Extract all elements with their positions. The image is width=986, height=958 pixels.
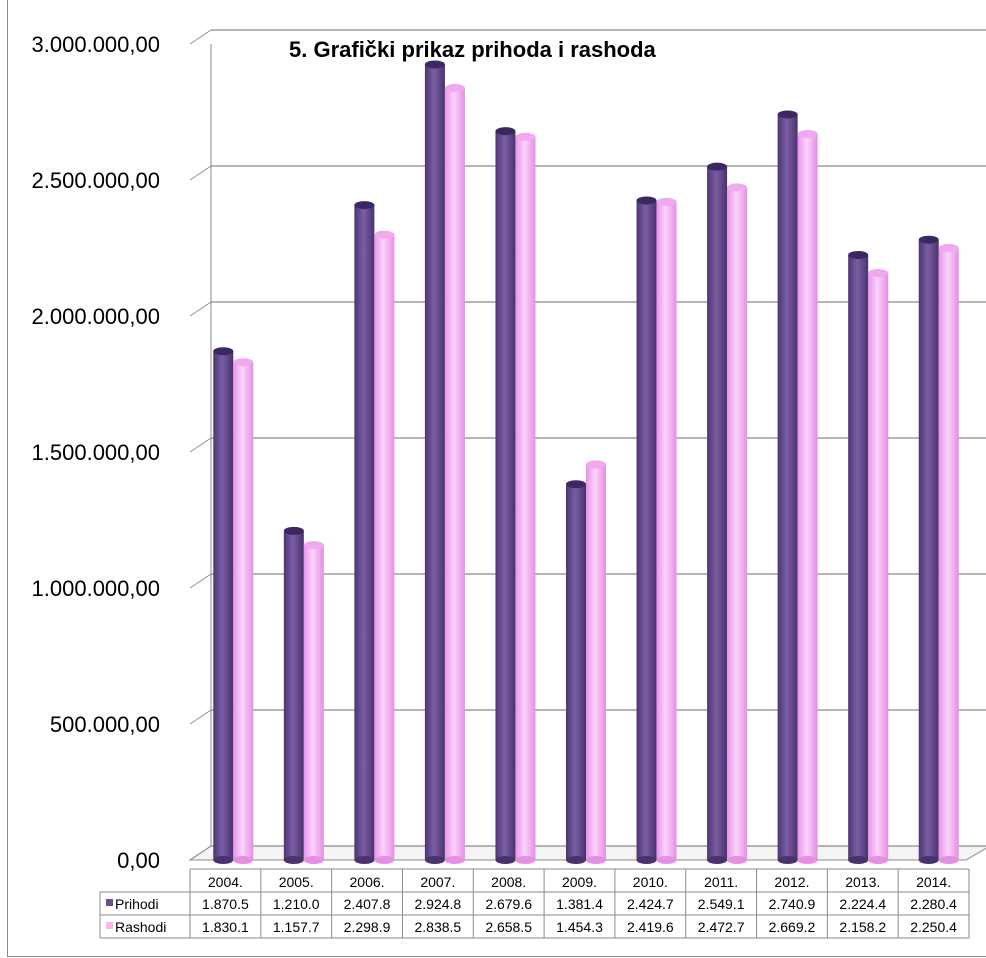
bar-prihodi-2004 <box>213 347 234 864</box>
bars <box>213 60 959 864</box>
gridline-depth <box>189 29 212 45</box>
y-tick-label: 2.500.000,00 <box>32 168 160 193</box>
bar-prihodi-2010 <box>636 196 657 864</box>
bar-prihodi-2012 <box>777 110 798 864</box>
data-label: 2.658.5 <box>485 919 532 935</box>
data-label: 1.454.3 <box>556 919 603 935</box>
data-label: 2.419.6 <box>627 919 674 935</box>
gridline-depth <box>189 573 212 589</box>
bar-rashodi-2014 <box>938 243 959 864</box>
bar-prihodi-2011 <box>707 162 728 864</box>
y-tick-label: 2.000.000,00 <box>32 304 160 329</box>
x-tick-label: 2011. <box>704 874 738 890</box>
legend-label: Rashodi <box>115 919 166 935</box>
y-tick-label: 0,00 <box>117 848 160 873</box>
bar-prihodi-2009 <box>566 480 586 864</box>
data-label: 2.679.6 <box>485 896 532 912</box>
bar-prihodi-2007 <box>424 60 445 864</box>
bar-prihodi-2005 <box>283 526 304 864</box>
data-label: 1.870.5 <box>202 896 249 912</box>
data-label: 2.472.7 <box>698 919 745 935</box>
x-tick-label: 2008. <box>491 874 526 890</box>
data-label: 2.838.5 <box>415 919 462 935</box>
legend-key-prihodi <box>106 899 113 906</box>
y-axis: 0,00 500.000,00 1.000.000,00 1.500.000,00 2.… <box>32 32 160 873</box>
x-tick-label: 2009. <box>562 874 597 890</box>
bar-rashodi-2006 <box>374 230 395 864</box>
data-label: 2.280.4 <box>910 896 957 912</box>
data-label: 1.830.1 <box>202 919 249 935</box>
data-label: 2.740.9 <box>769 896 816 912</box>
x-tick-label: 2013. <box>845 874 880 890</box>
data-label: 1.381.4 <box>556 896 603 912</box>
y-tick-label: 1.500.000,00 <box>32 440 160 465</box>
bar-prihodi-2014 <box>918 235 939 864</box>
legend-label: Prihodi <box>115 896 159 912</box>
bar-rashodi-2009 <box>586 460 606 864</box>
gridline-depth <box>189 437 212 453</box>
data-label: 1.210.0 <box>273 896 320 912</box>
x-tick-label: 2004. <box>208 874 243 890</box>
bar-rashodi-2010 <box>656 197 677 864</box>
bar-prihodi-2013 <box>848 250 869 864</box>
bar-rashodi-2008 <box>515 132 536 864</box>
x-tick-label: 2010. <box>633 874 668 890</box>
data-label: 2.407.8 <box>344 896 391 912</box>
chart-title: 5. Grafički prikaz prihoda i rashoda <box>289 37 657 62</box>
gridline-depth <box>189 845 212 861</box>
gridline-depth <box>189 301 212 317</box>
data-label: 2.924.8 <box>415 896 462 912</box>
y-tick-label: 1.000.000,00 <box>32 576 160 601</box>
x-tick-label: 2014. <box>916 874 951 890</box>
data-label: 2.298.9 <box>344 919 391 935</box>
bar-prihodi-2008 <box>495 127 516 864</box>
data-label: 2.250.4 <box>910 919 957 935</box>
data-table: 2004. 2005. 2006. 2007. 2008. 2009. 2010. 2011.… <box>99 868 970 939</box>
bar-rashodi-2005 <box>303 541 324 864</box>
data-label: 2.158.2 <box>839 919 886 935</box>
x-tick-label: 2005. <box>279 874 314 890</box>
gridline-depth <box>189 165 212 181</box>
y-tick-label: 500.000,00 <box>50 712 160 737</box>
x-tick-label: 2006. <box>350 874 385 890</box>
x-tick-label: 2012. <box>774 874 809 890</box>
data-label: 2.424.7 <box>627 896 674 912</box>
x-tick-label: 2007. <box>420 874 455 890</box>
data-label: 2.549.1 <box>698 896 745 912</box>
bar-rashodi-2011 <box>727 183 748 864</box>
data-label: 2.224.4 <box>839 896 886 912</box>
bar-rashodi-2013 <box>868 268 889 864</box>
bar-rashodi-2012 <box>797 129 818 864</box>
gridline-depth <box>189 709 212 725</box>
bar-rashodi-2007 <box>444 83 465 864</box>
data-label: 1.157.7 <box>273 919 320 935</box>
data-label: 2.669.2 <box>769 919 816 935</box>
bar-rashodi-2004 <box>233 358 254 864</box>
legend-key-rashodi <box>106 922 113 929</box>
bar-prihodi-2006 <box>354 201 375 864</box>
y-tick-label: 3.000.000,00 <box>32 32 160 57</box>
